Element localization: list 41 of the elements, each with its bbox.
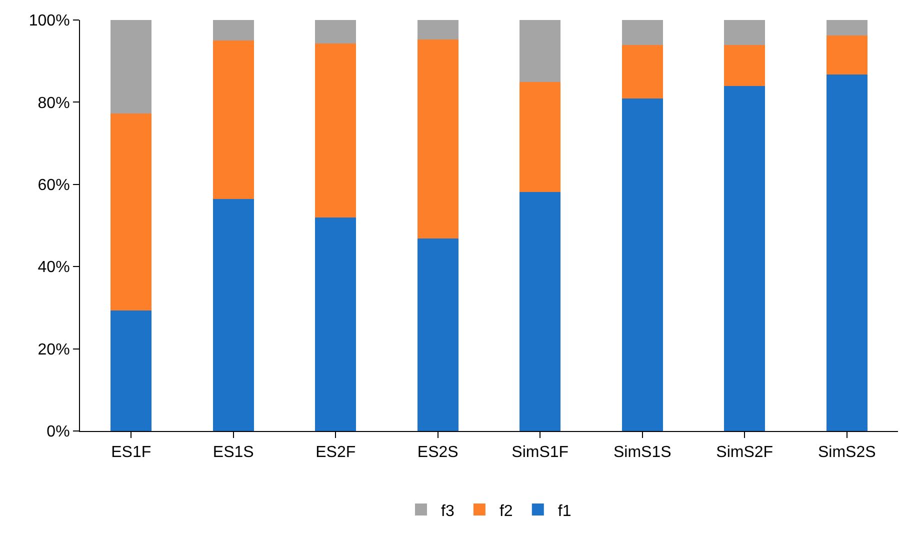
legend-label: f2 bbox=[499, 502, 513, 520]
bar bbox=[110, 113, 152, 311]
y-tick-label: 0% bbox=[46, 424, 70, 441]
y-tick-label: 80% bbox=[38, 94, 70, 112]
bar bbox=[826, 74, 868, 431]
bar bbox=[520, 192, 561, 431]
x-tick-label: ES2S bbox=[417, 444, 458, 462]
y-tick-label: 60% bbox=[38, 177, 70, 194]
bar bbox=[212, 20, 254, 41]
y-tick-label: 40% bbox=[38, 259, 70, 276]
x-tick-label: SimS1F bbox=[512, 444, 569, 462]
y-tick-label: 20% bbox=[38, 341, 70, 358]
legend-label: f3 bbox=[441, 502, 454, 520]
legend-label: f1 bbox=[558, 502, 572, 520]
bar bbox=[724, 20, 766, 46]
x-tick-label: ES2F bbox=[316, 444, 356, 462]
bar bbox=[826, 36, 868, 74]
bar bbox=[826, 20, 868, 36]
bar bbox=[417, 238, 458, 431]
x-tick-label: SimS2F bbox=[716, 444, 774, 462]
bar bbox=[315, 43, 356, 218]
y-tick-label: 100% bbox=[28, 12, 70, 30]
bar bbox=[417, 39, 458, 239]
bar bbox=[212, 198, 254, 431]
bar bbox=[724, 86, 766, 431]
bar bbox=[110, 310, 152, 431]
bar bbox=[622, 45, 663, 98]
bar bbox=[724, 45, 766, 86]
x-tick-label: SimS2S bbox=[818, 444, 876, 462]
bar bbox=[520, 82, 561, 192]
bar bbox=[520, 20, 561, 82]
bar bbox=[212, 40, 254, 199]
bar bbox=[315, 217, 356, 431]
bar bbox=[622, 98, 663, 431]
bar bbox=[622, 20, 663, 46]
x-tick-label: ES1F bbox=[111, 444, 152, 462]
x-tick-label: ES1S bbox=[212, 444, 254, 462]
bar bbox=[315, 20, 356, 44]
bar bbox=[417, 20, 458, 40]
bar bbox=[110, 20, 152, 114]
x-tick-label: SimS1S bbox=[613, 444, 672, 462]
